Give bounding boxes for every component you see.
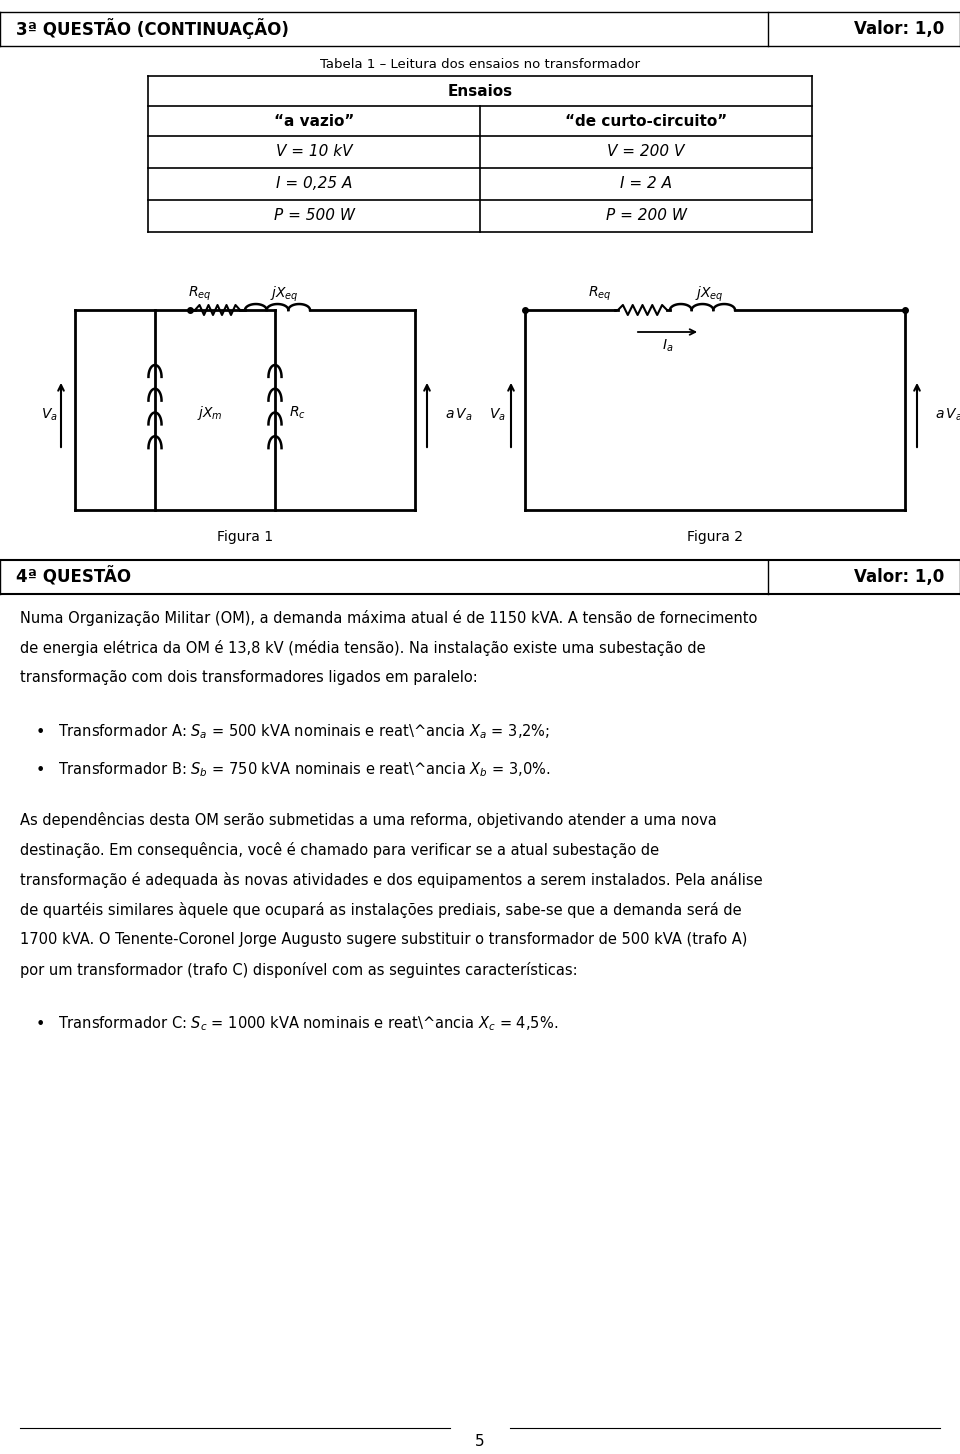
Text: de energia elétrica da OM é 13,8 kV (média tensão). Na instalação existe uma sub: de energia elétrica da OM é 13,8 kV (méd… — [20, 640, 706, 656]
Text: “a vazio”: “a vazio” — [274, 113, 354, 128]
Text: 5: 5 — [475, 1435, 485, 1450]
Text: •: • — [36, 1016, 45, 1032]
Text: 1700 kVA. O Tenente-Coronel Jorge Augusto sugere substituir o transformador de 5: 1700 kVA. O Tenente-Coronel Jorge August… — [20, 932, 748, 947]
Text: Transformador C: $S_c$ = 1000 kVA nominais e reat\^ancia $X_c$ = 4,5%.: Transformador C: $S_c$ = 1000 kVA nomina… — [58, 1013, 558, 1032]
Text: I = 2 A: I = 2 A — [620, 176, 672, 192]
Text: Valor: 1,0: Valor: 1,0 — [853, 20, 944, 38]
Text: V = 10 kV: V = 10 kV — [276, 144, 352, 160]
Text: P = 500 W: P = 500 W — [274, 208, 354, 224]
Text: Numa Organização Militar (OM), a demanda máxima atual é de 1150 kVA. A tensão de: Numa Organização Militar (OM), a demanda… — [20, 611, 757, 627]
Text: $R_c$: $R_c$ — [289, 404, 306, 420]
Text: transformação é adequada às novas atividades e dos equipamentos a serem instalad: transformação é adequada às novas ativid… — [20, 872, 762, 888]
Text: Figura 1: Figura 1 — [217, 531, 273, 544]
Text: •: • — [36, 763, 45, 778]
Text: 3ª QUESTÃO (CONTINUAÇÃO): 3ª QUESTÃO (CONTINUAÇÃO) — [16, 19, 289, 39]
Text: por um transformador (trafo C) disponível com as seguintes características:: por um transformador (trafo C) disponíve… — [20, 963, 578, 979]
Text: Transformador B: $S_b$ = 750 kVA nominais e reat\^ancia $X_b$ = 3,0%.: Transformador B: $S_b$ = 750 kVA nominai… — [58, 760, 550, 779]
Text: $R_{eq}$: $R_{eq}$ — [588, 285, 612, 302]
Text: $jX_m$: $jX_m$ — [197, 404, 223, 422]
Text: $a\,V_a$: $a\,V_a$ — [445, 407, 472, 423]
Text: $jX_{eq}$: $jX_{eq}$ — [695, 285, 724, 304]
Text: As dependências desta OM serão submetidas a uma reforma, objetivando atender a u: As dependências desta OM serão submetida… — [20, 811, 717, 827]
Text: Transformador A: $S_a$ = 500 kVA nominais e reat\^ancia $X_a$ = 3,2%;: Transformador A: $S_a$ = 500 kVA nominai… — [58, 723, 550, 740]
Text: V = 200 V: V = 200 V — [608, 144, 684, 160]
Text: Valor: 1,0: Valor: 1,0 — [853, 569, 944, 586]
Text: $I_a$: $I_a$ — [661, 337, 673, 355]
Text: transformação com dois transformadores ligados em paralelo:: transformação com dois transformadores l… — [20, 670, 478, 685]
Text: de quartéis similares àquele que ocupará as instalações prediais, sabe-se que a : de quartéis similares àquele que ocupará… — [20, 901, 742, 917]
Text: Ensaios: Ensaios — [447, 83, 513, 99]
Text: $R_{eq}$: $R_{eq}$ — [188, 285, 212, 302]
Text: I = 0,25 A: I = 0,25 A — [276, 176, 352, 192]
Text: Tabela 1 – Leitura dos ensaios no transformador: Tabela 1 – Leitura dos ensaios no transf… — [320, 58, 640, 70]
Text: $a\,V_a$: $a\,V_a$ — [935, 407, 960, 423]
Text: $V_a$: $V_a$ — [489, 407, 505, 423]
Text: $jX_{eq}$: $jX_{eq}$ — [270, 285, 299, 304]
Text: “de curto-circuito”: “de curto-circuito” — [564, 113, 727, 128]
Text: Figura 2: Figura 2 — [687, 531, 743, 544]
Text: $V_a$: $V_a$ — [40, 407, 58, 423]
Text: P = 200 W: P = 200 W — [606, 208, 686, 224]
Text: destinação. Em consequência, você é chamado para verificar se a atual subestação: destinação. Em consequência, você é cham… — [20, 842, 660, 858]
Text: •: • — [36, 726, 45, 740]
Text: 4ª QUESTÃO: 4ª QUESTÃO — [16, 567, 132, 587]
